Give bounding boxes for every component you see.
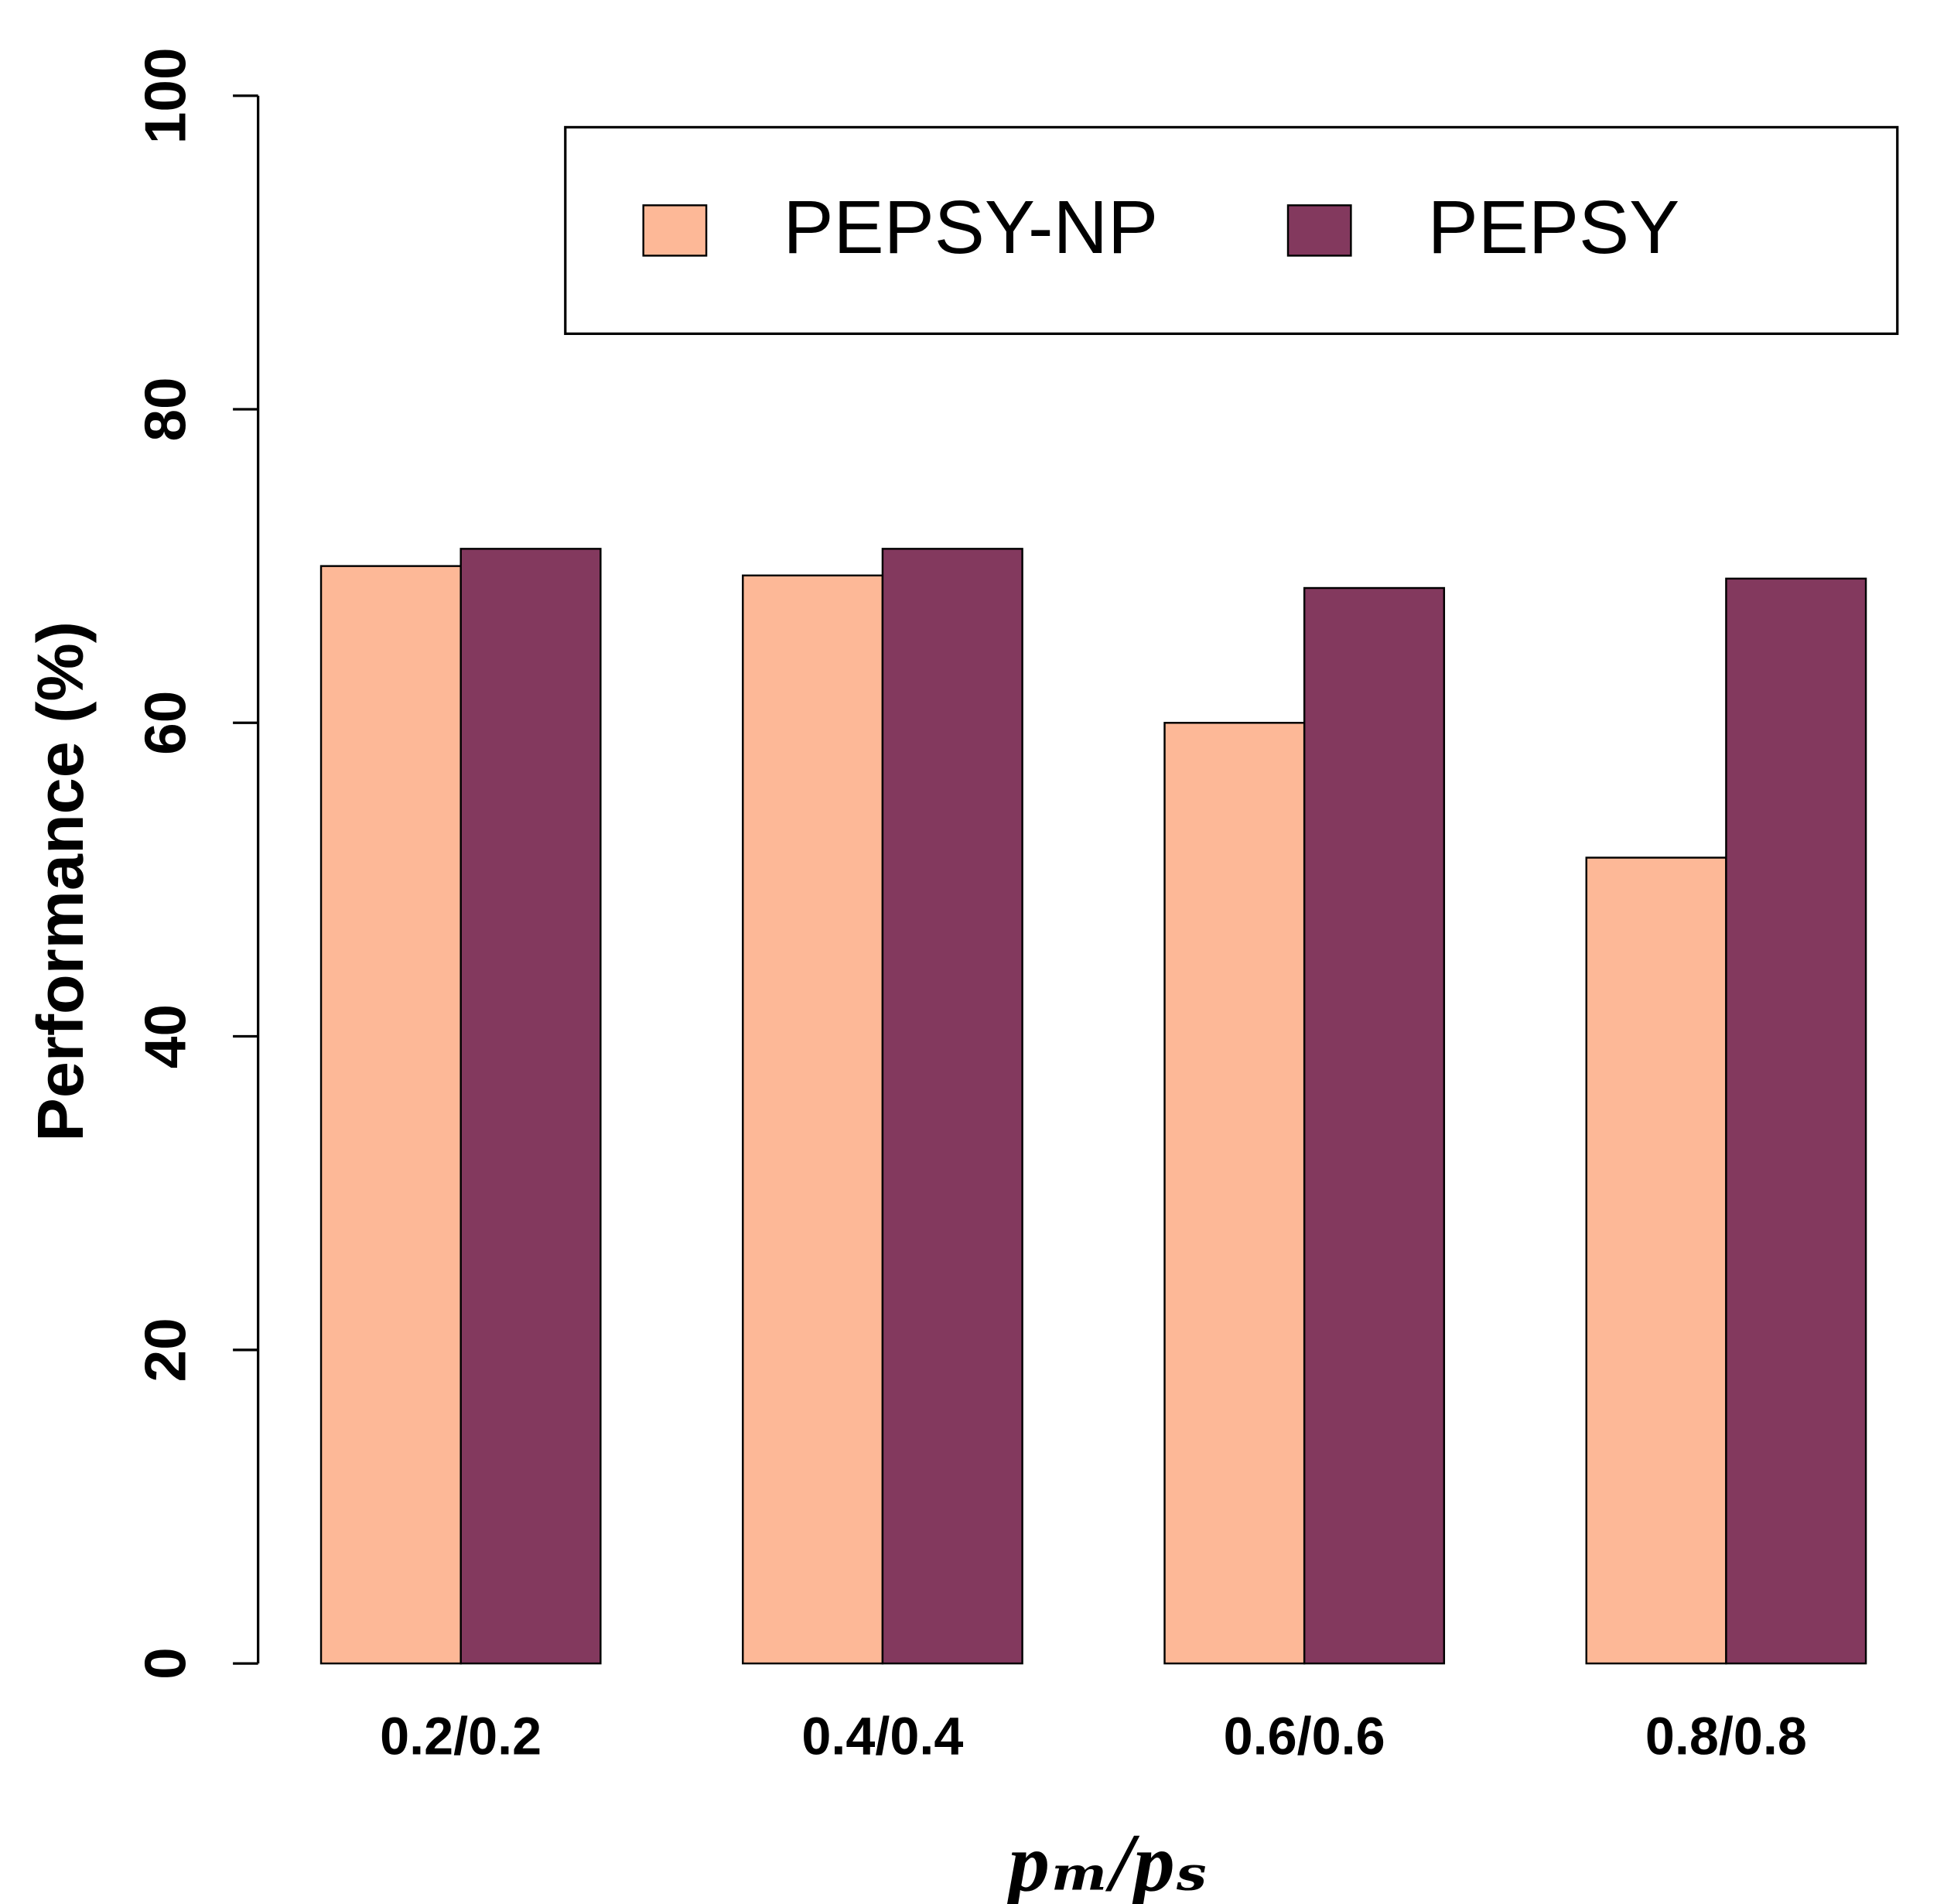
y-axis-title: Performance (%) [23,621,97,1142]
y-tick-label: 0 [133,1647,198,1680]
y-tick-label: 40 [133,1004,198,1068]
bar [881,548,1023,1665]
bar [742,574,884,1665]
bar [1303,586,1446,1665]
y-tick-label: 100 [133,47,198,144]
legend-swatch [1286,204,1352,257]
bar [459,548,602,1665]
bar [319,565,462,1665]
legend-swatch [642,204,708,257]
x-tick-label: 0.2/0.2 [380,1707,541,1766]
legend-label: PEPSY-NP [783,185,1158,269]
y-tick-label: 60 [133,691,198,755]
legend-label: PEPSY [1428,185,1680,269]
legend-box [564,125,1899,335]
bar [1585,856,1727,1665]
y-tick-label: 20 [133,1318,198,1382]
x-axis-title: pₘ/pₛ [1002,1817,1208,1904]
y-tick-label: 80 [133,377,198,441]
x-tick-label: 0.6/0.6 [1224,1707,1385,1766]
bar [1725,577,1867,1665]
x-tick-label: 0.8/0.8 [1645,1707,1807,1766]
bar [1163,722,1306,1665]
x-tick-label: 0.4/0.4 [801,1707,963,1766]
